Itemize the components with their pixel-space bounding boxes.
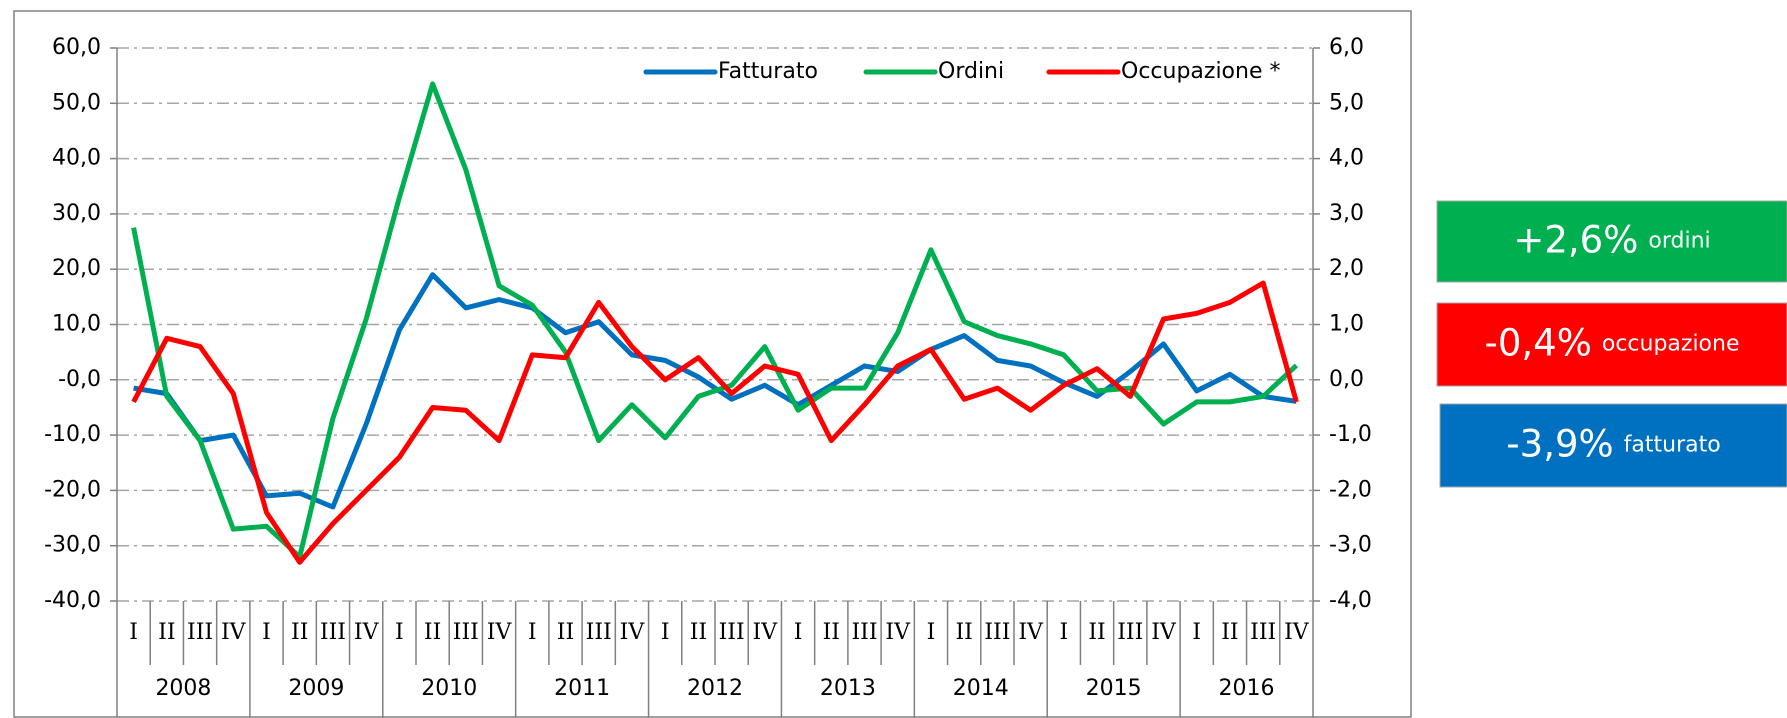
x-tick-label: III	[187, 620, 213, 645]
year-label: 2016	[1219, 676, 1275, 701]
year-label: 2011	[554, 676, 610, 701]
annotation-label: fatturato	[1624, 433, 1721, 458]
x-tick-label: III	[851, 620, 877, 645]
x-tick-label: IV	[1284, 620, 1310, 645]
y2-tick-label: -3,0	[1329, 533, 1372, 558]
chart-frame	[13, 10, 1412, 718]
y2-tick-label: -1,0	[1329, 422, 1372, 447]
x-tick-label: IV	[885, 620, 911, 645]
y-tick-label: 20,0	[52, 256, 101, 281]
y-tick-label: 60,0	[52, 35, 101, 60]
y-tick-label: 10,0	[52, 312, 101, 337]
x-tick-label: II	[424, 620, 441, 645]
year-label: 2008	[155, 676, 211, 701]
y-tick-label: -0,0	[58, 367, 101, 392]
x-tick-label: II	[291, 620, 308, 645]
x-tick-label: III	[1250, 620, 1276, 645]
x-tick-label: IV	[753, 620, 779, 645]
y-tick-label: 30,0	[52, 201, 101, 226]
x-tick-label: III	[984, 620, 1010, 645]
x-tick-label: III	[453, 620, 479, 645]
year-label: 2010	[421, 676, 477, 701]
x-tick-label: IV	[354, 620, 380, 645]
x-tick-label: II	[690, 620, 707, 645]
y2-tick-label: 3,0	[1329, 201, 1364, 226]
x-tick-label: II	[557, 620, 574, 645]
x-tick-label: II	[158, 620, 175, 645]
legend-label: Occupazione *	[1121, 59, 1281, 84]
x-tick-label: IV	[1151, 620, 1177, 645]
annotation-box	[1439, 403, 1787, 488]
annotation-text: -3,9% fatturato	[1506, 422, 1720, 465]
x-tick-label: IV	[487, 620, 513, 645]
x-tick-label: I	[395, 620, 404, 645]
y-tick-label: 50,0	[52, 90, 101, 115]
x-tick-label: IV	[1018, 620, 1044, 645]
y2-tick-label: 4,0	[1329, 146, 1364, 171]
y-tick-label: 40,0	[52, 146, 101, 171]
x-tick-label: III	[1117, 620, 1143, 645]
x-tick-label: I	[262, 620, 271, 645]
x-tick-label: II	[1221, 620, 1238, 645]
x-tick-label: I	[528, 620, 537, 645]
y2-tick-label: -4,0	[1329, 588, 1372, 613]
y-tick-label: -40,0	[44, 588, 101, 613]
x-tick-label: I	[661, 620, 670, 645]
year-label: 2015	[1086, 676, 1142, 701]
y2-tick-label: 2,0	[1329, 256, 1364, 281]
y-tick-label: -20,0	[44, 477, 101, 502]
annotation-text: -0,4% occupazione	[1485, 321, 1740, 364]
y2-tick-label: -2,0	[1329, 477, 1372, 502]
annotation-label: ordini	[1648, 229, 1710, 254]
x-tick-label: II	[955, 620, 972, 645]
series-line	[131, 280, 1299, 565]
annotation-box	[1436, 302, 1787, 387]
annotation-text: +2,6% ordini	[1513, 218, 1710, 261]
y2-tick-label: 5,0	[1329, 90, 1364, 115]
series-line	[131, 81, 1299, 560]
y2-tick-label: 1,0	[1329, 312, 1364, 337]
x-tick-label: IV	[221, 620, 247, 645]
annotation-label: occupazione	[1602, 332, 1740, 357]
year-label: 2009	[288, 676, 344, 701]
y2-tick-label: 0,0	[1329, 367, 1364, 392]
x-tick-label: IV	[620, 620, 646, 645]
annotation-value: +2,6%	[1513, 218, 1638, 261]
annotation-box	[1436, 200, 1787, 283]
x-tick-label: III	[719, 620, 745, 645]
y-tick-label: -10,0	[44, 422, 101, 447]
annotation-value: -0,4%	[1485, 321, 1592, 364]
x-tick-label: I	[794, 620, 803, 645]
x-tick-label: I	[129, 620, 138, 645]
year-label: 2013	[820, 676, 876, 701]
annotation-value: -3,9%	[1506, 422, 1613, 465]
x-tick-label: III	[586, 620, 612, 645]
legend-label: Ordini	[938, 59, 1004, 84]
x-tick-label: I	[1059, 620, 1068, 645]
x-tick-label: I	[927, 620, 936, 645]
y2-tick-label: 6,0	[1329, 35, 1364, 60]
legend-label: Fatturato	[718, 59, 818, 84]
x-tick-label: II	[823, 620, 840, 645]
year-label: 2014	[953, 676, 1009, 701]
x-tick-label: I	[1192, 620, 1201, 645]
y-tick-label: -30,0	[44, 533, 101, 558]
year-label: 2012	[687, 676, 743, 701]
x-tick-label: III	[320, 620, 346, 645]
x-tick-label: II	[1088, 620, 1105, 645]
